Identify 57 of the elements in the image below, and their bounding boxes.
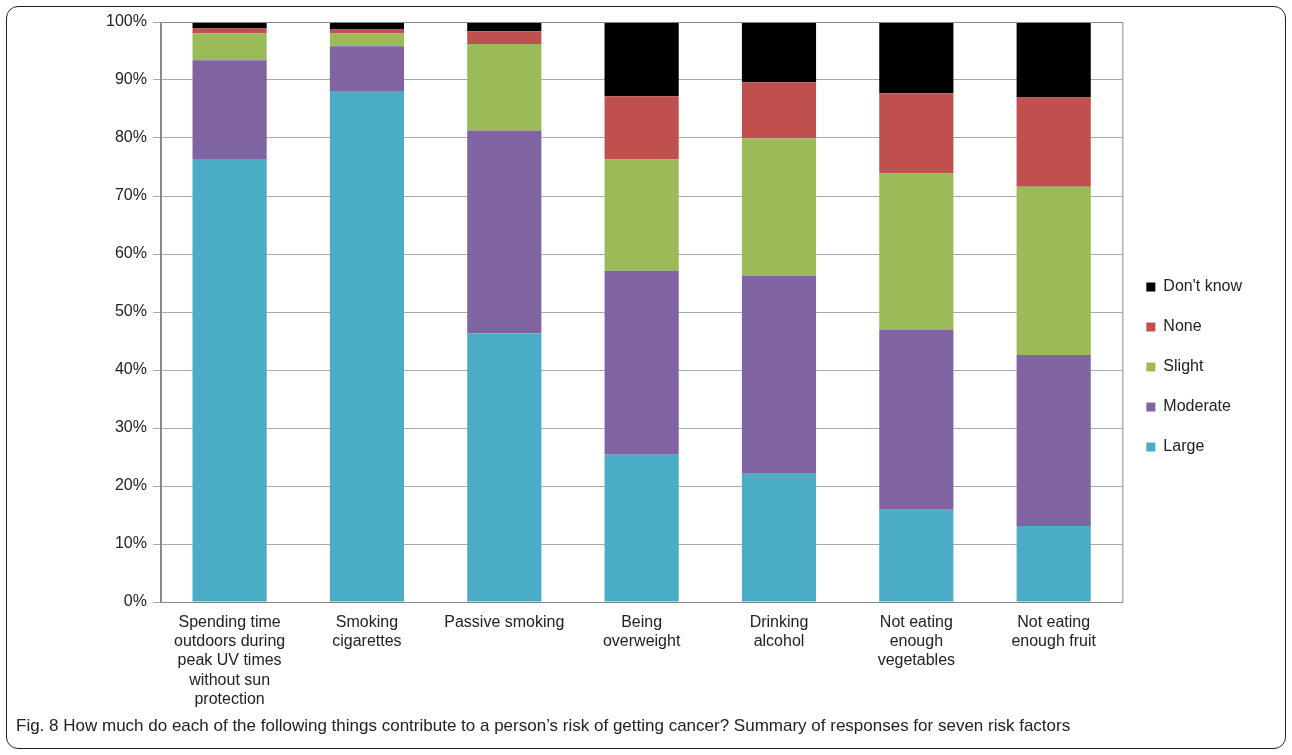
x-tick-label: Smoking cigarettes xyxy=(332,613,402,650)
bar xyxy=(1016,526,1091,602)
bar xyxy=(1016,22,1091,98)
x-tick-label: Drinking alcohol xyxy=(749,613,809,650)
bar xyxy=(1016,97,1091,187)
bar xyxy=(879,509,954,602)
bar xyxy=(741,276,817,474)
bar xyxy=(604,454,679,602)
x-tick-label: Being overweight xyxy=(602,613,681,650)
bar xyxy=(604,96,679,160)
bar xyxy=(467,130,542,334)
caption: Fig. 8 How much do each of the following things contribute to a person’s risk of getting cancer? Summary of responses for seven risk factors xyxy=(16,716,1071,736)
bar xyxy=(467,31,542,45)
bar xyxy=(741,138,817,277)
bar xyxy=(329,22,405,30)
bar xyxy=(329,29,405,34)
bar xyxy=(329,46,405,92)
y-tick-label: 0% xyxy=(123,592,147,610)
bar xyxy=(329,33,405,47)
bar xyxy=(467,44,542,131)
bar xyxy=(192,158,267,602)
bar xyxy=(1016,186,1091,355)
x-tick-label: Not eating enough vegetables xyxy=(877,613,956,669)
y-tick-label: 80% xyxy=(114,128,147,146)
bar xyxy=(604,270,679,455)
x-tick-label: Passive smoking xyxy=(444,613,565,631)
bar xyxy=(1016,354,1091,527)
bar xyxy=(741,82,817,139)
bar xyxy=(192,60,267,159)
bar xyxy=(604,159,679,271)
bar xyxy=(329,91,405,602)
bar xyxy=(879,173,954,330)
bar xyxy=(879,93,954,174)
bar xyxy=(467,333,542,602)
legend-label: Large xyxy=(1163,437,1205,455)
bar xyxy=(879,329,954,510)
bar xyxy=(741,473,817,602)
y-tick-label: 100% xyxy=(106,12,147,30)
legend-label: Slight xyxy=(1163,357,1204,375)
bar xyxy=(741,22,817,83)
bar xyxy=(879,22,954,94)
y-tick-label: 10% xyxy=(114,534,147,552)
bar xyxy=(192,28,267,34)
y-tick-label: 50% xyxy=(114,302,147,320)
y-tick-label: 40% xyxy=(114,360,147,378)
y-tick-label: 70% xyxy=(114,186,147,204)
x-tick-label: Spending time outdoors during peak UV times without sun protection xyxy=(174,613,286,707)
y-tick-label: 20% xyxy=(114,476,147,494)
x-tick-label: Not eating enough fruit xyxy=(1011,613,1097,650)
legend-label: Don't know xyxy=(1163,277,1243,295)
bar xyxy=(192,33,267,61)
legend-label: Moderate xyxy=(1163,397,1232,415)
bar xyxy=(604,22,679,97)
y-tick-label: 90% xyxy=(114,70,147,88)
y-tick-label: 60% xyxy=(114,244,147,262)
y-tick-label: 30% xyxy=(114,418,147,436)
legend-label: None xyxy=(1163,317,1202,335)
